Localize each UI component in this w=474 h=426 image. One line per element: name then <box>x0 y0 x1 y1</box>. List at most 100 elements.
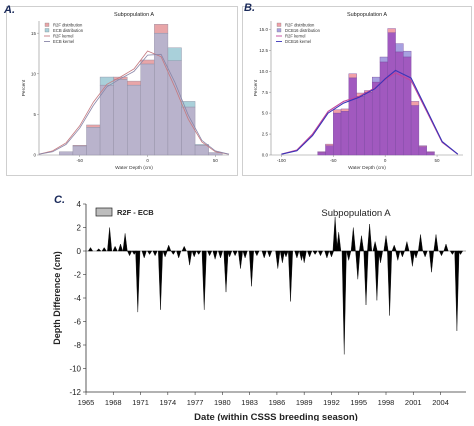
histogram-bar-excess <box>333 109 342 114</box>
difference-spike <box>166 244 172 252</box>
histogram-bar <box>72 145 87 156</box>
x-tick-label: 1971 <box>132 398 149 407</box>
difference-spike <box>301 250 307 263</box>
legend-label: DCB16 kernel <box>285 39 311 44</box>
histogram-bar-excess <box>348 73 357 79</box>
histogram-bar-excess <box>154 24 169 34</box>
difference-spike <box>359 235 364 252</box>
difference-spike <box>387 250 393 316</box>
y-tick-label: 0 <box>33 153 36 158</box>
x-tick-label: 1968 <box>105 398 122 407</box>
x-axis-label: Date (within CSSS breeding season) <box>194 412 358 421</box>
difference-spike <box>218 250 223 259</box>
histogram-bar <box>154 32 169 156</box>
histogram-bar <box>371 81 381 156</box>
difference-spike <box>101 247 107 252</box>
histogram-bar <box>113 79 128 156</box>
difference-spike <box>422 250 428 258</box>
chart-a: Subpopulation A 0 5 10 15 -50 0 50 Water Depth (… <box>21 12 230 171</box>
difference-spike <box>152 250 158 257</box>
difference-spike <box>413 250 419 259</box>
difference-spike <box>261 250 267 259</box>
y-tick-label: 10.0 <box>259 69 268 74</box>
histogram-bar-excess <box>167 47 182 61</box>
chart-title: Subpopulation A <box>347 12 387 18</box>
histogram-bar-excess <box>340 108 350 112</box>
difference-spike <box>96 248 102 252</box>
difference-spike <box>367 223 373 252</box>
difference-spike <box>249 250 254 287</box>
difference-spike <box>449 250 455 255</box>
difference-spike <box>395 250 401 261</box>
x-tick-label: 50 <box>213 158 219 163</box>
x-tick-label: -100 <box>277 158 287 163</box>
difference-spike <box>135 250 141 313</box>
difference-spike <box>267 250 273 258</box>
panel-a: Subpopulation A 0 5 10 15 -50 0 50 Water Depth (… <box>6 6 238 176</box>
chart-title: Subpopulation A <box>321 208 391 219</box>
difference-spike <box>207 250 213 257</box>
histogram-bar-excess <box>86 124 101 128</box>
x-tick-label: 0 <box>146 158 149 163</box>
y-axis-label: Percent <box>253 79 259 96</box>
y-tick-label: -12 <box>69 388 81 397</box>
difference-spike <box>404 241 410 252</box>
panel-label-b: B. <box>244 2 255 14</box>
panel-c: 4 2 0 -2 -4 -6 -8 -10 -12 1965 1968 1971 1974 1977 198… <box>0 186 474 423</box>
legend-swatch <box>95 207 113 217</box>
difference-spike <box>454 250 460 331</box>
histogram-bar-excess <box>325 143 334 146</box>
histogram-bar-excess <box>387 28 396 33</box>
histogram-bar <box>364 91 373 156</box>
y-tick-label: 5 <box>33 112 36 117</box>
difference-spike <box>372 241 378 252</box>
difference-spike <box>170 250 176 255</box>
difference-spike <box>112 245 118 252</box>
x-tick-label: -50 <box>330 158 337 163</box>
difference-spike <box>378 250 383 263</box>
histogram-bar <box>410 105 420 156</box>
y-tick-label: -4 <box>74 294 82 303</box>
legend-label: ECB distribution <box>53 28 84 33</box>
difference-spike <box>223 250 229 293</box>
difference-spike <box>433 234 439 252</box>
x-axis-label: Water Depth (cm) <box>348 165 386 171</box>
difference-spike <box>127 250 133 257</box>
histogram-bar <box>127 84 141 156</box>
difference-spike <box>283 250 289 258</box>
difference-spike <box>107 227 113 252</box>
difference-spike <box>176 250 182 259</box>
difference-spike <box>383 235 389 252</box>
y-tick-label: 10 <box>31 71 37 76</box>
x-tick-label: 1980 <box>214 398 231 407</box>
histogram-bar <box>99 84 114 156</box>
y-tick-label: 4 <box>77 200 82 209</box>
x-tick-label: 1992 <box>323 398 340 407</box>
difference-spike <box>443 243 449 252</box>
difference-spike <box>122 233 128 252</box>
histogram-bar <box>348 77 357 156</box>
difference-spike <box>336 232 342 252</box>
y-tick-label: -6 <box>74 318 82 327</box>
difference-spike <box>254 250 260 257</box>
difference-spike <box>147 250 153 255</box>
difference-spike <box>187 250 193 266</box>
difference-spike <box>238 250 243 269</box>
difference-spike <box>162 250 168 258</box>
histogram-bar <box>426 152 435 156</box>
difference-spike <box>118 243 123 252</box>
difference-spike <box>232 250 238 257</box>
histogram-bar <box>395 51 404 156</box>
legend-label: R2F - ECB <box>117 208 154 217</box>
y-tick-label: 0.0 <box>262 153 269 158</box>
x-tick-label: 1974 <box>159 398 176 407</box>
legend-swatch <box>44 28 50 33</box>
difference-spike <box>374 250 380 301</box>
y-tick-label: 0 <box>77 247 82 256</box>
legend-swatch <box>276 28 282 33</box>
r2f-kernel-line <box>281 72 459 155</box>
x-axis-label: Water Depth (cm) <box>115 165 153 171</box>
histogram-bar <box>317 152 326 156</box>
difference-spike <box>131 250 137 255</box>
